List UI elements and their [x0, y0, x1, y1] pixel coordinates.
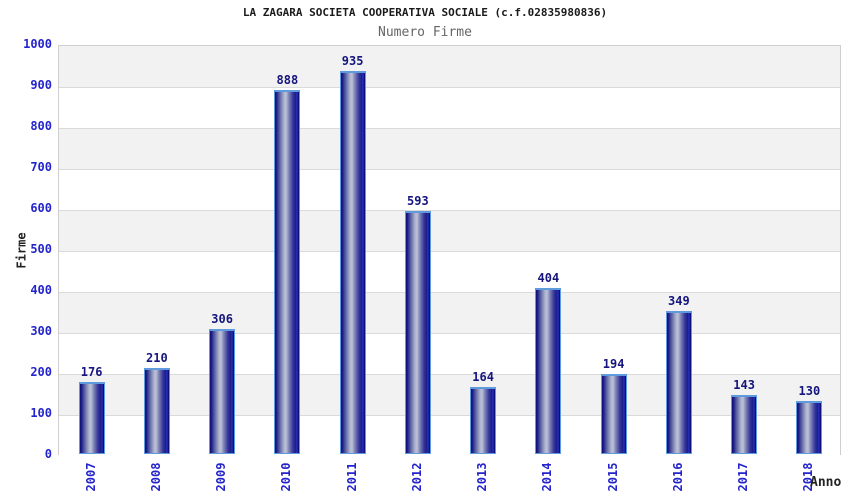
x-axis-title: Anno	[810, 475, 842, 490]
bar-value-label: 176	[80, 364, 103, 379]
bar-value-label: 194	[602, 357, 625, 372]
bar-2015	[600, 374, 627, 454]
plot-band	[59, 292, 840, 333]
bar-value-label: 888	[276, 72, 299, 87]
y-tick-label: 600	[30, 201, 52, 215]
bar-value-label: 130	[798, 383, 821, 398]
x-tick-label: 2007	[83, 462, 98, 492]
bar-2013	[470, 386, 497, 454]
bar-2011	[339, 70, 366, 454]
bar-2008	[143, 367, 170, 454]
y-tick-label: 200	[30, 365, 52, 379]
x-tick-label: 2009	[214, 462, 229, 492]
bar-2018	[796, 400, 823, 454]
x-tick-label: 2010	[279, 462, 294, 492]
y-tick-label: 100	[30, 406, 52, 420]
y-tick-label: 500	[30, 242, 52, 256]
plot-band	[59, 87, 840, 128]
x-tick-label: 2017	[736, 462, 751, 492]
bar-value-label: 306	[211, 311, 233, 326]
y-tick-label: 700	[30, 160, 52, 174]
plot-band	[59, 128, 840, 169]
plot-band	[59, 415, 840, 456]
gridline	[59, 210, 840, 211]
y-tick-label: 0	[44, 447, 52, 461]
x-tick-label: 2008	[148, 462, 163, 492]
bar-value-label: 210	[146, 350, 168, 365]
chart-subtitle: Numero Firme	[378, 25, 472, 40]
bar-value-label: 164	[472, 369, 494, 384]
gridline	[59, 169, 840, 170]
x-tick-label: 2012	[409, 462, 424, 492]
bar-value-label: 935	[341, 53, 364, 68]
bar-2016	[665, 310, 692, 454]
x-tick-label: 2013	[475, 462, 490, 492]
x-tick-label: 2014	[540, 462, 555, 492]
gridline	[59, 292, 840, 293]
plot-area: 176 210 306 888 935 593 164 404 194 349 143 130	[58, 45, 841, 456]
plot-band	[59, 169, 840, 210]
y-tick-label: 800	[30, 119, 52, 133]
bar-2014	[535, 288, 562, 454]
gridline	[59, 128, 840, 129]
plot-band	[59, 374, 840, 415]
plot-band	[59, 46, 840, 87]
y-tick-label: 1000	[23, 37, 52, 51]
plot-band	[59, 251, 840, 292]
chart-title: LA ZAGARA SOCIETA COOPERATIVA SOCIALE (c…	[242, 6, 608, 19]
bar-2009	[209, 328, 236, 454]
gridline	[59, 251, 840, 252]
bar-2010	[274, 89, 301, 454]
y-tick-label: 400	[30, 283, 52, 297]
bar-value-label: 143	[733, 378, 755, 393]
x-tick-label: 2016	[670, 462, 685, 492]
plot-band	[59, 210, 840, 251]
bar-value-label: 593	[407, 193, 429, 208]
bar-2017	[731, 395, 758, 454]
x-tick-label: 2011	[344, 462, 359, 492]
y-tick-label: 900	[30, 78, 52, 92]
gridline	[59, 333, 840, 334]
bar-value-label: 404	[537, 271, 560, 286]
y-tick-label: 300	[30, 324, 52, 338]
gridline	[59, 415, 840, 416]
bar-2012	[404, 210, 431, 454]
x-tick-label: 2015	[605, 462, 620, 492]
gridline	[59, 374, 840, 375]
bar-value-label: 349	[668, 293, 690, 308]
bar-2007	[78, 381, 105, 454]
plot-band	[59, 333, 840, 374]
gridline	[59, 87, 840, 88]
